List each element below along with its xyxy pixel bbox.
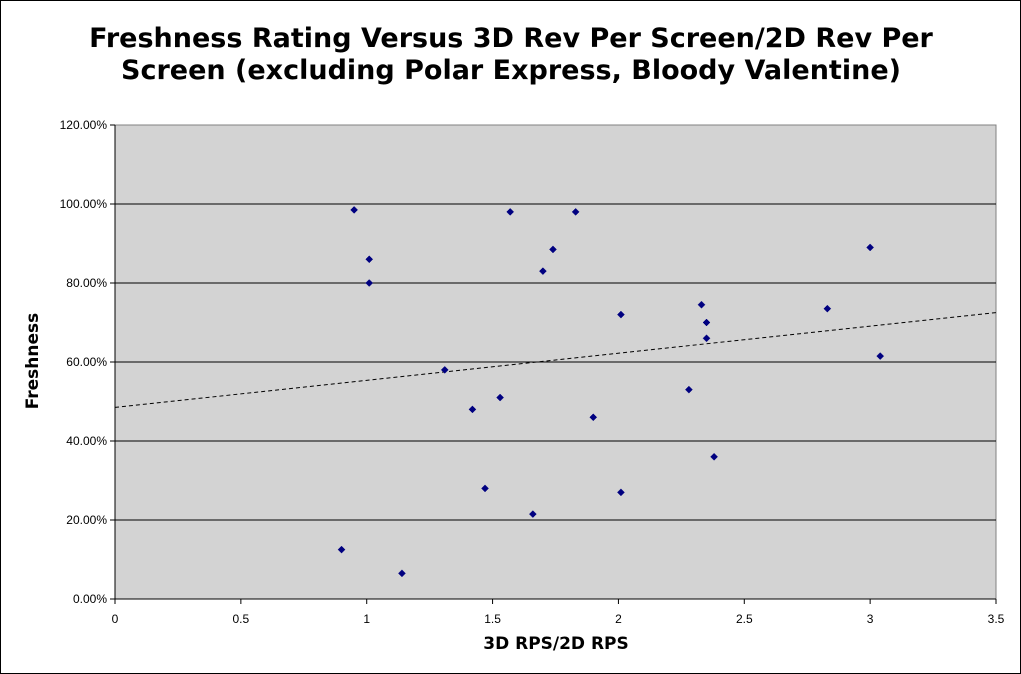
data-point: [468, 405, 477, 414]
x-tick-label: 1.5: [484, 612, 501, 626]
data-point: [866, 243, 874, 252]
data-point: [697, 300, 706, 309]
y-tick-label: 80.00%: [66, 276, 107, 290]
data-point: [528, 510, 537, 518]
y-tick-label: 0.00%: [73, 592, 107, 606]
data-point: [617, 488, 625, 497]
x-tick-label: 2: [615, 612, 622, 626]
x-axis-label: 3D RPS/2D RPS: [483, 634, 629, 654]
y-tick-label: 20.00%: [66, 513, 107, 527]
trendline: [114, 312, 997, 408]
data-point: [702, 318, 711, 327]
data-point: [539, 267, 547, 276]
y-tick-label: 40.00%: [66, 434, 107, 448]
x-tick-label: 2.5: [736, 612, 753, 626]
data-point: [398, 569, 406, 578]
grid-lines: [115, 203, 996, 521]
data-point: [506, 208, 515, 216]
data-point: [589, 413, 598, 422]
data-points: [337, 206, 885, 578]
data-point: [365, 279, 374, 287]
y-tick-label: 120.00%: [60, 118, 108, 132]
x-tick-label: 3: [867, 612, 874, 626]
data-point: [549, 245, 557, 254]
chart-title-line-2: Screen (excluding Polar Express, Bloody …: [121, 55, 901, 86]
chart-title: Freshness Rating Versus 3D Rev Per Scree…: [61, 23, 961, 87]
x-tick-label: 1: [363, 612, 370, 626]
y-tick-label: 100.00%: [60, 197, 108, 211]
data-point: [823, 304, 832, 313]
data-point: [337, 545, 346, 554]
data-point: [496, 393, 504, 402]
data-point: [876, 352, 885, 360]
data-point: [350, 206, 358, 214]
chart-title-line-1: Freshness Rating Versus 3D Rev Per Scree…: [89, 23, 933, 54]
x-tick-label: 0: [112, 612, 119, 626]
trendline-layer: [114, 312, 997, 408]
data-point: [702, 334, 711, 343]
x-tick-label: 0.5: [233, 612, 250, 626]
y-tick-label: 60.00%: [66, 355, 107, 369]
axes: [110, 124, 997, 604]
data-point: [617, 310, 625, 319]
data-point: [481, 484, 489, 493]
data-point: [365, 255, 374, 264]
data-point: [710, 452, 718, 461]
data-point: [440, 366, 449, 374]
x-tick-label: 3.5: [988, 612, 1005, 626]
tick-labels: 0.00%20.00%40.00%60.00%80.00%100.00%120.…: [60, 118, 1005, 626]
data-point: [571, 208, 580, 216]
data-point: [685, 385, 693, 394]
